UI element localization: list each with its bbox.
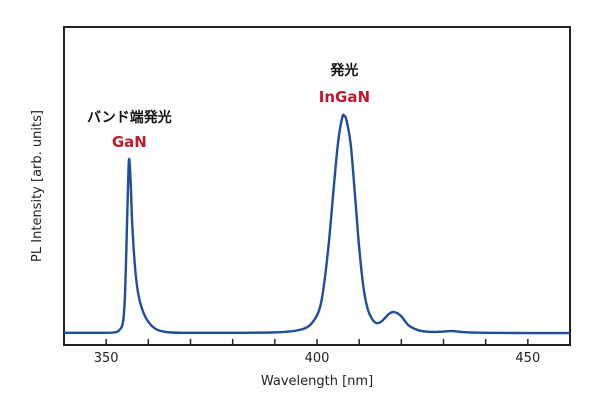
peak-material-label: GaN — [112, 133, 147, 151]
x-axis-ticks — [105, 339, 529, 345]
x-tick-label: 400 — [305, 351, 330, 366]
y-axis-title: PL Intensity [arb. units] — [30, 110, 45, 262]
peak-material-label: InGaN — [319, 88, 370, 106]
spectrum-line — [64, 113, 571, 335]
peak-annotation-label: バンド端発光 — [87, 109, 172, 126]
x-tick-label: 450 — [515, 351, 540, 366]
x-axis-title: Wavelength [nm] — [261, 374, 373, 389]
peak-annotation-label: 発光 — [329, 62, 358, 79]
x-tick-label: 350 — [94, 351, 119, 366]
peak-annotations: バンド端発光 GaN 発光 InGaN — [87, 62, 370, 151]
x-axis-tick-labels: 350 400 450 — [94, 351, 540, 366]
